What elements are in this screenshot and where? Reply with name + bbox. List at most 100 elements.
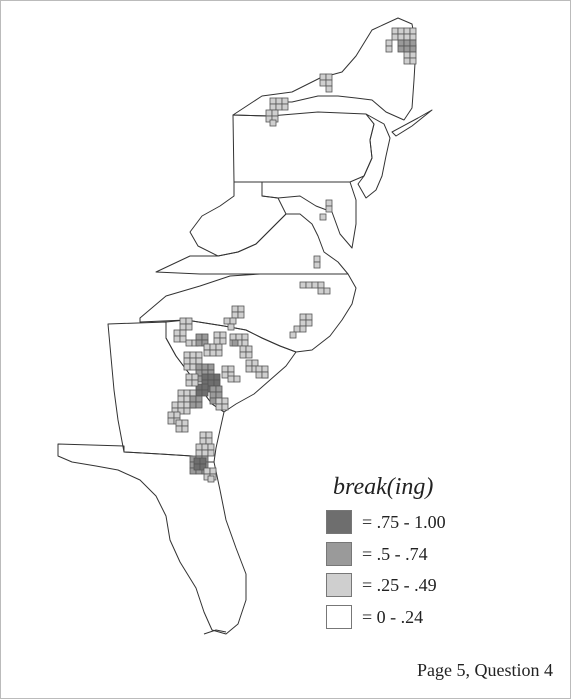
- grid-cell: [193, 457, 201, 465]
- grid-cell: [207, 449, 215, 457]
- grid-cell: [323, 287, 331, 295]
- grid-cell: [167, 411, 175, 419]
- grid-cell: [299, 313, 307, 321]
- grid-cell: [207, 379, 215, 387]
- legend-item: = .75 - 1.00: [326, 508, 446, 536]
- grid-cell: [403, 45, 411, 53]
- grid-cell: [179, 323, 187, 331]
- grid-cell: [239, 345, 247, 353]
- grid-cell: [189, 351, 197, 359]
- grid-cell: [269, 119, 277, 127]
- grid-cell: [201, 383, 209, 391]
- legend-swatch-dark: [326, 510, 352, 534]
- grid-cell: [265, 109, 273, 117]
- grid-cell: [205, 437, 213, 445]
- grid-cell: [199, 457, 207, 465]
- legend-item: = .25 - .49: [326, 571, 437, 599]
- grid-cell: [215, 403, 223, 411]
- grid-cell: [181, 425, 189, 433]
- grid-cell: [237, 311, 245, 319]
- legend-label: = .25 - .49: [362, 574, 437, 595]
- grid-cell: [207, 373, 215, 381]
- grid-cell: [213, 337, 221, 345]
- grid-cell: [209, 397, 217, 405]
- grid-cell: [397, 33, 405, 41]
- grid-cell: [173, 329, 181, 337]
- grid-cell: [215, 391, 223, 399]
- grid-cell: [181, 419, 189, 427]
- grid-cell: [183, 363, 191, 371]
- grid-cell: [237, 305, 245, 313]
- grid-cell: [191, 373, 199, 381]
- state-outline-florida: [57, 443, 247, 635]
- grid-cell: [385, 39, 393, 47]
- grid-cell: [201, 373, 209, 381]
- grid-cell: [221, 403, 229, 411]
- grid-cell: [281, 103, 289, 111]
- grid-cell: [235, 333, 243, 341]
- legend-swatch-empty: [326, 605, 352, 629]
- grid-cell: [209, 343, 217, 351]
- grid-cell: [213, 373, 221, 381]
- grid-cell: [403, 51, 411, 59]
- grid-cell: [189, 363, 197, 371]
- grid-cell: [201, 333, 209, 341]
- grid-cell: [179, 317, 187, 325]
- grid-cell: [241, 339, 249, 347]
- legend-swatch-light: [326, 573, 352, 597]
- grid-cell: [397, 45, 405, 53]
- grid-cell: [299, 319, 307, 327]
- grid-cell: [245, 345, 253, 353]
- state-outline-pennsylvania: [232, 111, 375, 183]
- grid-cell: [185, 323, 193, 331]
- grid-cell: [261, 371, 269, 379]
- legend-item: = 0 - .24: [326, 603, 423, 631]
- grid-cell: [195, 363, 203, 371]
- grid-cell: [195, 333, 203, 341]
- grid-cell: [199, 437, 207, 445]
- grid-cell: [245, 365, 253, 373]
- grid-cell: [255, 371, 263, 379]
- grid-cell: [195, 389, 203, 397]
- grid-cell: [173, 335, 181, 343]
- grid-cell: [191, 379, 199, 387]
- grid-cell: [179, 335, 187, 343]
- grid-cell: [203, 467, 211, 475]
- grid-cell: [311, 281, 319, 289]
- grid-cell: [293, 325, 301, 333]
- grid-cell: [175, 419, 183, 427]
- grid-cell: [313, 255, 321, 263]
- grid-cell: [213, 331, 221, 339]
- grid-cell: [177, 395, 185, 403]
- grid-cell: [269, 103, 277, 111]
- grid-cell: [325, 199, 333, 207]
- grid-cell: [221, 397, 229, 405]
- grid-cell: [183, 357, 191, 365]
- grid-cell: [231, 339, 239, 347]
- grid-cell: [319, 73, 327, 81]
- grid-cell: [203, 343, 211, 351]
- grid-cell: [195, 339, 203, 347]
- grid-cell: [167, 417, 175, 425]
- grid-cell: [183, 395, 191, 403]
- grid-cell: [201, 363, 209, 371]
- grid-cell: [201, 389, 209, 397]
- grid-cell: [207, 443, 215, 451]
- grid-cell: [183, 407, 191, 415]
- grid-cell: [183, 351, 191, 359]
- grid-cell: [195, 357, 203, 365]
- grid-cell: [203, 349, 211, 357]
- state-outline-maryland: [261, 181, 357, 249]
- grid-cell: [409, 33, 417, 41]
- grid-cell: [229, 317, 237, 325]
- grid-cell: [305, 313, 313, 321]
- grid-cell: [403, 33, 411, 41]
- grid-cell: [215, 385, 223, 393]
- grid-cell: [207, 363, 215, 371]
- grid-cell: [269, 97, 277, 105]
- grid-cell: [205, 431, 213, 439]
- grid-cell: [289, 331, 297, 339]
- grid-cell: [281, 97, 289, 105]
- grid-cell: [255, 365, 263, 373]
- grid-cell: [195, 351, 203, 359]
